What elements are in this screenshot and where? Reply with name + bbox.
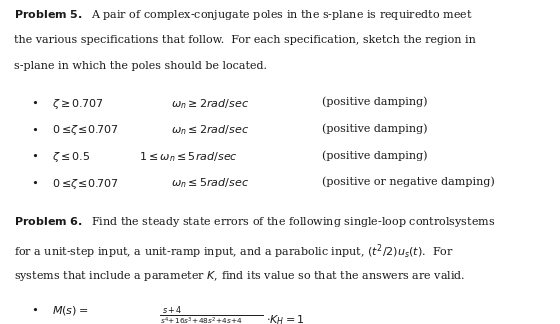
Text: (positive or negative damping): (positive or negative damping) [322,177,494,187]
Text: $\bullet$: $\bullet$ [31,97,38,107]
Text: (positive damping): (positive damping) [322,97,427,108]
Text: $\bullet$: $\bullet$ [31,177,38,187]
Text: $1 \leq \omega_n \leq 5rad/sec$: $1 \leq \omega_n \leq 5rad/sec$ [139,150,237,164]
Text: s-plane in which the poles should be located.: s-plane in which the poles should be loc… [14,61,267,71]
Text: (positive damping): (positive damping) [322,123,427,134]
Text: for a unit-step input, a unit-ramp input, and a parabolic input, $(t^2/2)u_s(t)$: for a unit-step input, a unit-ramp input… [14,242,454,260]
Text: $\omega_n \leq 2rad/sec$: $\omega_n \leq 2rad/sec$ [171,123,249,137]
Text: $s^4\!+\!16s^3\!+\!48s^2\!+\!4s\!+\!4$: $s^4\!+\!16s^3\!+\!48s^2\!+\!4s\!+\!4$ [160,316,242,324]
Text: (positive damping): (positive damping) [322,150,427,161]
Text: $0\leq\!\zeta\!\leq\!0.707$: $0\leq\!\zeta\!\leq\!0.707$ [52,177,119,191]
Text: $\mathbf{Problem\ 6.}$  Find the steady state errors of the following single-loo: $\mathbf{Problem\ 6.}$ Find the steady s… [14,215,496,229]
Text: $\bullet$: $\bullet$ [31,123,38,133]
Text: $\mathbf{Problem\ 5.}$  A pair of complex-conjugate poles in the s-plane is requ: $\mathbf{Problem\ 5.}$ A pair of complex… [14,8,473,22]
Text: $M(s) =$: $M(s) =$ [52,304,88,317]
Text: systems that include a parameter $K$, find its value so that the answers are val: systems that include a parameter $K$, fi… [14,269,465,283]
Text: $s+4$: $s+4$ [162,304,183,315]
Text: $\omega_n \leq 5rad/sec$: $\omega_n \leq 5rad/sec$ [171,177,249,191]
Text: $\zeta \leq 0.5$: $\zeta \leq 0.5$ [52,150,90,164]
Text: $\bullet$: $\bullet$ [31,150,38,160]
Text: $\zeta \geq 0.707$: $\zeta \geq 0.707$ [52,97,103,111]
Text: the various specifications that follow.  For each specification, sketch the regi: the various specifications that follow. … [14,35,476,45]
Text: $0\leq\!\zeta\!\leq\!0.707$: $0\leq\!\zeta\!\leq\!0.707$ [52,123,119,137]
Text: $\cdot K_H = 1$: $\cdot K_H = 1$ [266,313,305,324]
Text: $\omega_n \geq 2rad/sec$: $\omega_n \geq 2rad/sec$ [171,97,249,111]
Text: $\bullet$: $\bullet$ [31,304,38,314]
